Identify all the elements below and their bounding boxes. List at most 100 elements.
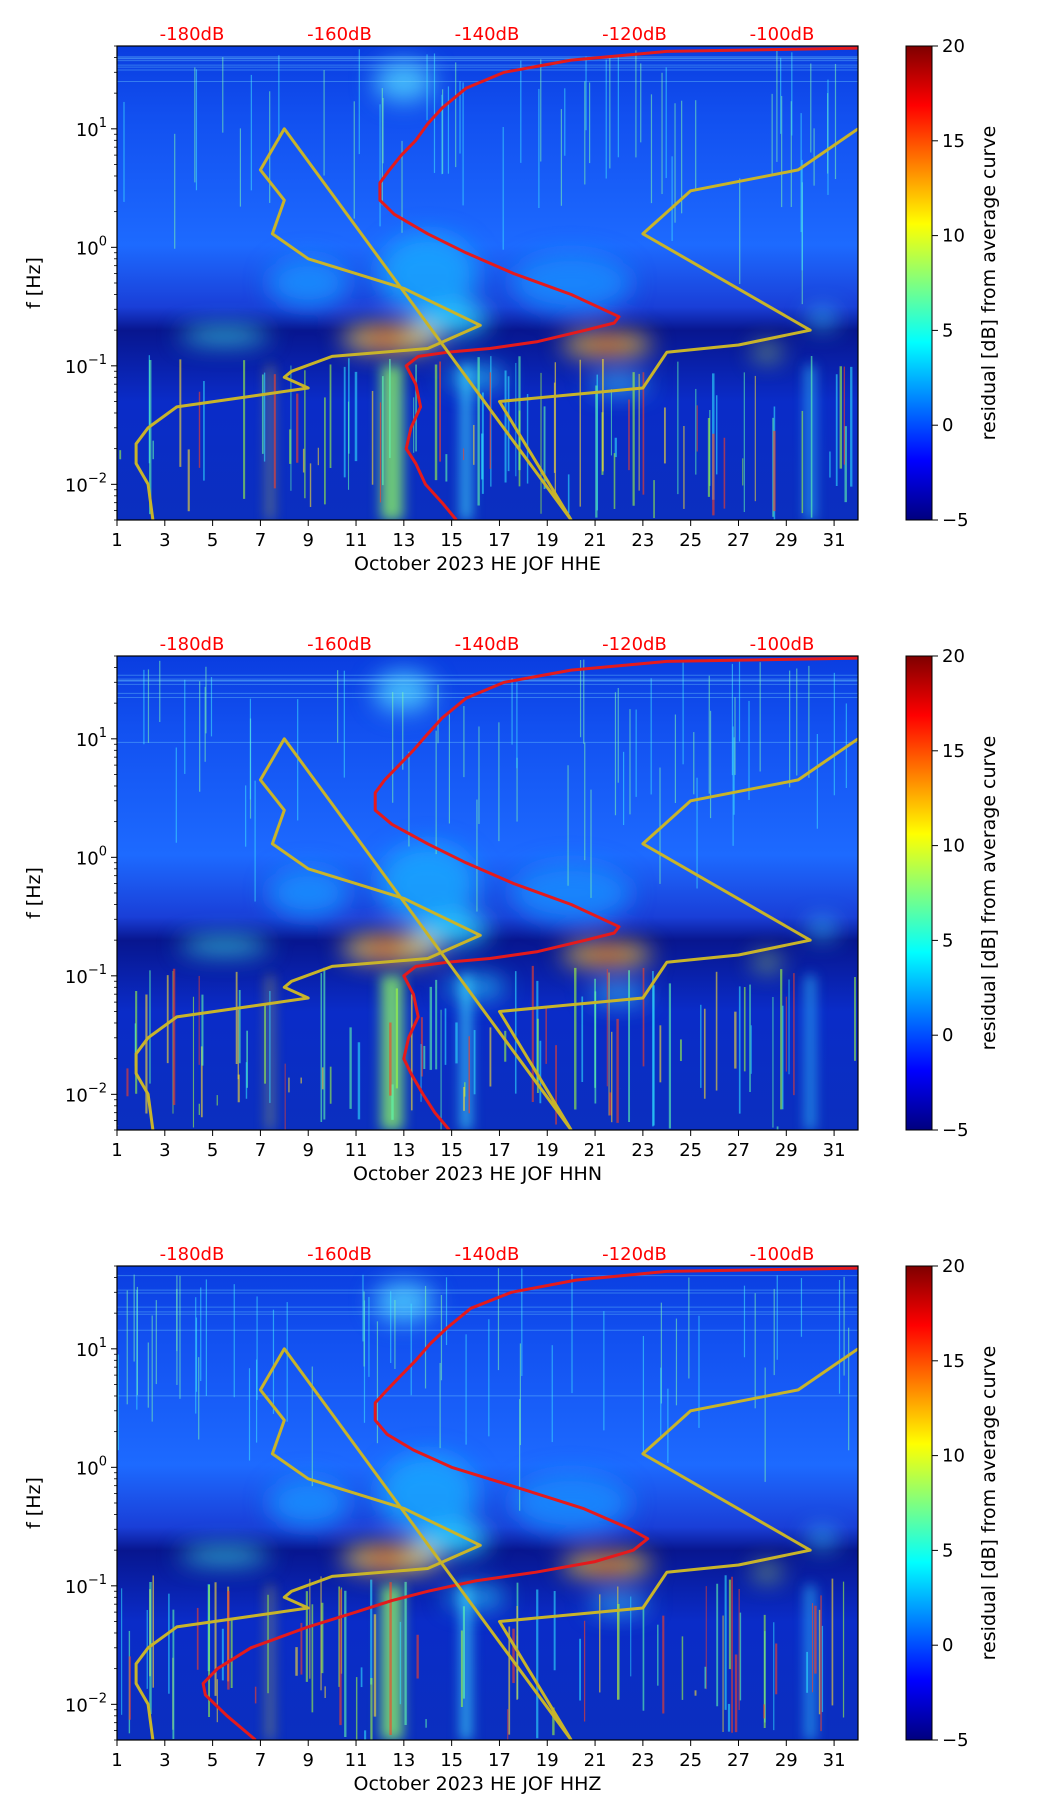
colorbar-tick-label: 10 bbox=[942, 226, 965, 247]
series-gold-curve bbox=[134, 127, 858, 520]
colorbar-tick-label: −5 bbox=[942, 510, 969, 531]
y-tick-label: 10−1 bbox=[65, 963, 107, 988]
x-tick-label: 19 bbox=[536, 1140, 559, 1161]
top-db-label: -180dB bbox=[160, 634, 225, 655]
x-tick-label: 19 bbox=[536, 530, 559, 551]
spectrogram-image bbox=[117, 1266, 858, 1740]
x-tick-label: 21 bbox=[584, 1750, 607, 1771]
colorbar-tick-label: 20 bbox=[942, 646, 965, 667]
colorbar-label: residual [dB] from average curve bbox=[978, 126, 1000, 441]
x-tick-label: 13 bbox=[392, 1140, 415, 1161]
x-tick-label: 13 bbox=[392, 1750, 415, 1771]
x-tick-label: 31 bbox=[823, 1750, 846, 1771]
spectrogram-background bbox=[117, 46, 858, 520]
x-tick-label: 11 bbox=[345, 1140, 368, 1161]
y-tick-label: 100 bbox=[76, 1454, 107, 1479]
x-tick-label: 23 bbox=[631, 1140, 654, 1161]
spectrogram-streaks bbox=[117, 658, 858, 1130]
top-db-label: -120dB bbox=[602, 24, 667, 45]
spectrogram-background bbox=[117, 1266, 858, 1740]
x-tick-label: 5 bbox=[207, 1750, 218, 1771]
colorbar-tick-label: 10 bbox=[942, 836, 965, 857]
y-axis-label: f [Hz] bbox=[23, 1477, 45, 1529]
top-db-label: -120dB bbox=[602, 634, 667, 655]
top-db-label: -120dB bbox=[602, 1244, 667, 1265]
x-axis-label: October 2023 HE JOF HHZ bbox=[354, 1773, 602, 1795]
colorbar-label: residual [dB] from average curve bbox=[978, 736, 1000, 1051]
colorbar-tick-label: 15 bbox=[942, 131, 965, 152]
chart-panel-3: 1 3 5 7 9 11 13 15 17 19 21 23 25 27 29 3110−210−110010… bbox=[23, 1244, 1000, 1795]
x-tick-label: 25 bbox=[679, 1750, 702, 1771]
colorbar-tick-label: 20 bbox=[942, 36, 965, 57]
x-tick-label: 9 bbox=[302, 530, 313, 551]
top-db-label: -140dB bbox=[455, 1244, 520, 1265]
colorbar bbox=[905, 1265, 933, 1741]
x-tick-label: 25 bbox=[679, 530, 702, 551]
x-tick-label: 29 bbox=[775, 530, 798, 551]
x-axis-label: October 2023 HE JOF HHE bbox=[354, 553, 601, 575]
top-db-label: -160dB bbox=[307, 1244, 372, 1265]
y-tick-label: 10−2 bbox=[65, 471, 107, 496]
colorbar-tick-label: 5 bbox=[942, 1540, 953, 1561]
top-db-label: -100dB bbox=[750, 24, 815, 45]
top-db-label: -140dB bbox=[455, 24, 520, 45]
x-tick-label: 3 bbox=[159, 1750, 170, 1771]
x-axis-label: October 2023 HE JOF HHN bbox=[353, 1163, 602, 1185]
colorbar-tick-label: −5 bbox=[942, 1120, 969, 1141]
colorbar-tick-label: 0 bbox=[942, 1635, 953, 1656]
series-gold-curve bbox=[134, 1347, 858, 1740]
chart-panel-2: 1 3 5 7 9 11 13 15 17 19 21 23 25 27 29 3110−210−110010… bbox=[23, 634, 1000, 1185]
y-tick-label: 101 bbox=[76, 726, 107, 751]
colorbar-tick-label: 0 bbox=[942, 415, 953, 436]
spectrogram-blobs bbox=[179, 671, 837, 1003]
x-tick-label: 27 bbox=[727, 1750, 750, 1771]
x-tick-label: 9 bbox=[302, 1140, 313, 1161]
x-tick-label: 29 bbox=[775, 1140, 798, 1161]
x-tick-label: 5 bbox=[207, 530, 218, 551]
top-db-label: -100dB bbox=[750, 634, 815, 655]
x-tick-label: 27 bbox=[727, 530, 750, 551]
colorbar-tick-label: 5 bbox=[942, 320, 953, 341]
colorbar-label: residual [dB] from average curve bbox=[978, 1346, 1000, 1661]
spectrogram-bands bbox=[267, 365, 815, 520]
x-tick-label: 7 bbox=[255, 1750, 266, 1771]
x-tick-label: 15 bbox=[440, 1140, 463, 1161]
series-gold-curve bbox=[134, 737, 858, 1130]
x-tick-label: 13 bbox=[392, 530, 415, 551]
colorbar-tick-label: −5 bbox=[942, 1730, 969, 1751]
x-tick-label: 15 bbox=[440, 1750, 463, 1771]
x-tick-label: 7 bbox=[255, 530, 266, 551]
x-tick-label: 5 bbox=[207, 1140, 218, 1161]
x-tick-label: 19 bbox=[536, 1750, 559, 1771]
colorbar-tick-label: 5 bbox=[942, 930, 953, 951]
spectrogram-image bbox=[117, 46, 858, 520]
colorbar-tick-label: 0 bbox=[942, 1025, 953, 1046]
x-tick-label: 17 bbox=[488, 530, 511, 551]
spectrogram-blobs bbox=[179, 1281, 837, 1613]
series-red-curve bbox=[378, 46, 858, 520]
x-tick-label: 11 bbox=[345, 1750, 368, 1771]
colorbar bbox=[905, 45, 933, 521]
top-db-label: -160dB bbox=[307, 634, 372, 655]
x-tick-label: 3 bbox=[159, 1140, 170, 1161]
spectrogram-image bbox=[117, 656, 858, 1130]
y-tick-label: 10−1 bbox=[65, 353, 107, 378]
series-red-curve bbox=[201, 1266, 858, 1740]
x-tick-label: 27 bbox=[727, 1140, 750, 1161]
x-tick-label: 1 bbox=[111, 1140, 122, 1161]
x-tick-label: 9 bbox=[302, 1750, 313, 1771]
x-tick-label: 1 bbox=[111, 1750, 122, 1771]
spectrogram-bands bbox=[267, 1585, 815, 1740]
y-tick-label: 101 bbox=[76, 1336, 107, 1361]
colorbar-tick-label: 15 bbox=[942, 741, 965, 762]
y-tick-label: 101 bbox=[76, 116, 107, 141]
top-db-label: -180dB bbox=[160, 24, 225, 45]
colorbar-tick-label: 20 bbox=[942, 1256, 965, 1277]
x-tick-label: 15 bbox=[440, 530, 463, 551]
x-tick-label: 23 bbox=[631, 530, 654, 551]
spectrogram-streaks bbox=[117, 48, 858, 520]
x-tick-label: 3 bbox=[159, 530, 170, 551]
x-tick-label: 31 bbox=[823, 1140, 846, 1161]
top-db-label: -140dB bbox=[455, 634, 520, 655]
